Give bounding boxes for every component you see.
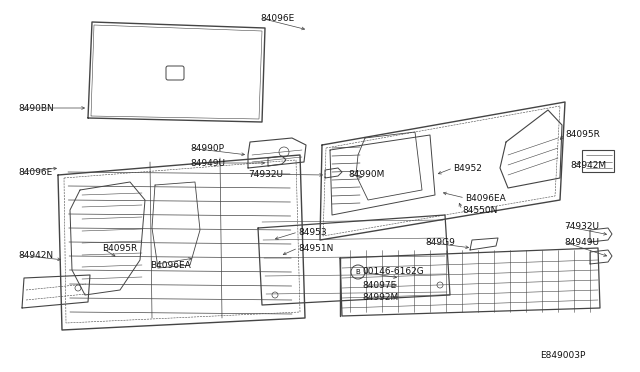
Text: 84096E: 84096E — [260, 13, 294, 22]
Text: 84949U: 84949U — [190, 158, 225, 167]
Text: 84942N: 84942N — [18, 250, 53, 260]
Text: 84096E: 84096E — [18, 167, 52, 176]
Text: B4096EA: B4096EA — [465, 193, 506, 202]
Text: 74932U: 74932U — [564, 221, 599, 231]
Text: 84951N: 84951N — [298, 244, 333, 253]
Text: 74932U: 74932U — [248, 170, 283, 179]
Text: 84990M: 84990M — [348, 170, 385, 179]
Text: 84550N: 84550N — [462, 205, 497, 215]
Text: 84095R: 84095R — [565, 129, 600, 138]
Text: 84949U: 84949U — [564, 237, 599, 247]
Text: B4952: B4952 — [453, 164, 482, 173]
Text: B4095R: B4095R — [102, 244, 137, 253]
Text: 849G9: 849G9 — [425, 237, 455, 247]
Text: B: B — [356, 269, 360, 275]
Text: 84992M: 84992M — [362, 294, 398, 302]
Text: 84097E: 84097E — [362, 280, 396, 289]
Text: B4096EA: B4096EA — [150, 260, 191, 269]
Text: 84990P: 84990P — [190, 144, 224, 153]
Text: 00146-6162G: 00146-6162G — [362, 267, 424, 276]
Text: E849003P: E849003P — [540, 350, 586, 359]
Text: 84953: 84953 — [298, 228, 326, 237]
Text: 8490BN: 8490BN — [18, 103, 54, 112]
Text: 84942M: 84942M — [570, 160, 606, 170]
